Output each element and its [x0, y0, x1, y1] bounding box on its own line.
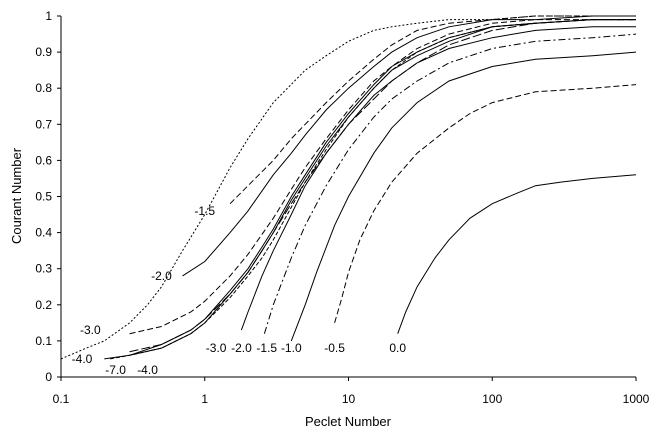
y-tick-label: 0.2: [35, 298, 52, 312]
y-tick-label: 0.9: [35, 45, 52, 59]
x-tick-label: 1000: [623, 392, 650, 406]
y-tick-label: 0.1: [35, 334, 52, 348]
y-tick-label: 0.5: [35, 190, 52, 204]
series-label: -1.5: [256, 341, 277, 355]
x-tick-label: 10: [342, 392, 356, 406]
series-line: [397, 174, 637, 334]
y-ticks: 0 0.1 0.2 0.3 0.4 0.5 0.6 0.7 0.8 0.9 1: [35, 9, 61, 384]
series-label: -0.5: [324, 341, 345, 355]
series-label: -3.0: [80, 323, 101, 337]
series-label: -1.0: [281, 341, 302, 355]
x-ticks: 0.1 1 10 100 1000: [53, 377, 650, 406]
x-tick-label: 0.1: [53, 392, 70, 406]
y-tick-label: 0.3: [35, 262, 52, 276]
series-line: [104, 19, 636, 360]
series-line: [110, 19, 636, 360]
curve-labels: 0.0-0.5-1.0-1.5-2.0-3.0-4.0-7.0-4.0-3.0-…: [72, 204, 407, 377]
x-tick-label: 100: [482, 392, 502, 406]
series-line: [182, 15, 636, 277]
series-label: -4.0: [137, 363, 158, 377]
series-line: [263, 33, 637, 334]
y-tick-label: 0.8: [35, 81, 52, 95]
y-tick-label: 1: [45, 9, 52, 23]
series-label: -2.0: [151, 269, 172, 283]
series-line: [334, 84, 637, 324]
y-tick-label: 0.4: [35, 226, 52, 240]
series-line: [129, 19, 636, 335]
series-line: [240, 26, 636, 331]
series-line: [290, 51, 637, 342]
x-tick-label: 1: [201, 392, 208, 406]
curves: [60, 15, 637, 360]
series-line: [129, 19, 636, 356]
series-label: -7.0: [105, 363, 126, 377]
series-line: [229, 15, 636, 205]
y-tick-label: 0.6: [35, 153, 52, 167]
y-axis-title: Courant Number: [9, 147, 24, 244]
series-label: -4.0: [72, 352, 93, 366]
series-label: -3.0: [206, 341, 227, 355]
series-label: -1.5: [194, 204, 215, 218]
series-label: -2.0: [231, 341, 252, 355]
series-label: 0.0: [389, 341, 406, 355]
x-axis-title: Peclet Number: [305, 414, 392, 429]
series-line: [60, 15, 636, 360]
y-tick-label: 0.7: [35, 117, 52, 131]
y-tick-label: 0: [45, 370, 52, 384]
series-line: [129, 19, 636, 353]
